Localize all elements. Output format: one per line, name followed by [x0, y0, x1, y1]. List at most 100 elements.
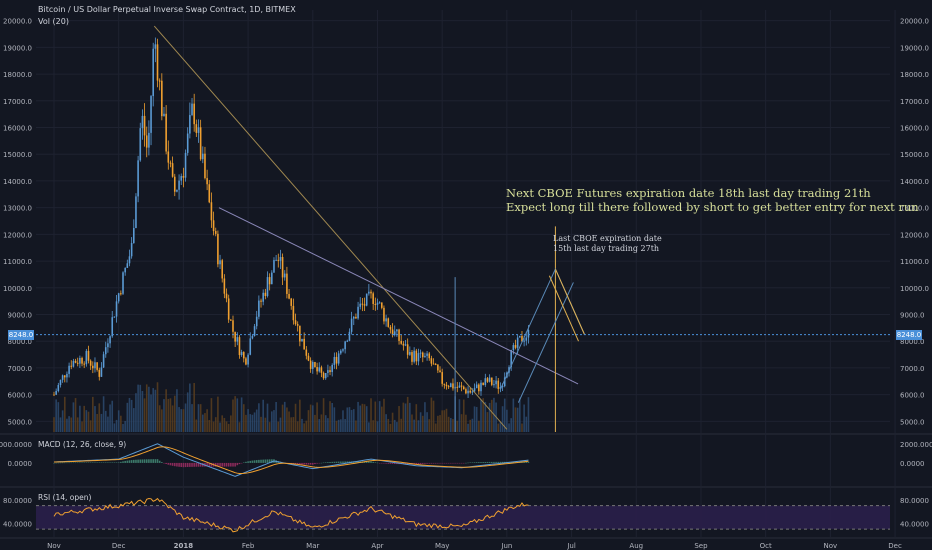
volume-bar	[63, 396, 66, 432]
macd-label[interactable]: MACD (12, 26, close, 9)	[38, 440, 127, 449]
candle-body	[493, 384, 495, 386]
macd-histogram-bar	[417, 462, 420, 465]
volume-bar	[240, 397, 243, 432]
x-tick-label: Apr	[371, 542, 383, 550]
y-tick-label-left: 12000.0	[3, 231, 32, 239]
y-tick-label-right: 18000.0	[900, 71, 929, 79]
volume-bar	[281, 404, 284, 432]
macd-histogram-bar	[478, 462, 480, 463]
annotation-next-cboe[interactable]: Next CBOE Futures expiration date 18th l…	[506, 186, 919, 214]
macd-histogram-bar	[523, 461, 525, 463]
candle-body	[355, 316, 357, 319]
candle-body	[264, 292, 267, 296]
volume-bar	[137, 384, 139, 432]
macd-histogram-bar	[191, 462, 193, 467]
candle-body	[467, 390, 469, 394]
candle-body	[76, 362, 79, 364]
axes: 5000.0 5000.0 6000.0 6000.0 7000.0 7000.0 8000…	[0, 18, 932, 550]
macd-histogram-bar	[124, 460, 126, 463]
candle-body	[430, 358, 433, 364]
macd-histogram-bar	[342, 461, 344, 463]
candle-body	[488, 377, 491, 382]
rsi-label[interactable]: RSI (14, open)	[38, 493, 92, 502]
volume-bar	[340, 419, 342, 432]
candle-body	[288, 293, 290, 299]
candle-body	[167, 151, 170, 163]
macd-histogram-bar	[357, 461, 359, 463]
volume-bar	[197, 404, 200, 432]
macd-histogram-bar	[454, 462, 456, 464]
y-tick-label-left: 19000.0	[3, 44, 32, 52]
macd-histogram-bar	[242, 462, 245, 463]
macd-histogram-bar	[344, 461, 346, 463]
volume-bar	[450, 418, 452, 432]
macd-histogram-bar	[109, 462, 111, 463]
candle-body	[199, 127, 202, 160]
candle-body	[402, 343, 405, 346]
macd-tick-left: 0.0000	[8, 460, 33, 468]
volume-bar	[462, 399, 465, 432]
candle-body	[301, 338, 303, 342]
volume-bar	[400, 418, 403, 432]
volume-bar	[55, 399, 57, 432]
volume-bar	[204, 413, 206, 432]
volume-bar	[447, 416, 450, 432]
macd-histogram-bar	[268, 459, 271, 463]
volume-bar	[368, 422, 370, 432]
macd-histogram-bar	[143, 459, 146, 463]
volume-bar	[208, 420, 211, 432]
candle-body	[178, 180, 180, 190]
candle-body	[221, 260, 224, 279]
candle-body	[202, 153, 204, 160]
macd-histogram-bar	[389, 462, 392, 464]
candle-body	[128, 256, 131, 264]
candle-body	[434, 363, 437, 365]
candle-body	[87, 350, 90, 361]
volume-label[interactable]: Vol (20)	[38, 17, 69, 26]
macd-histogram-bar	[141, 459, 144, 463]
volume-bar	[441, 410, 443, 432]
candle-body	[242, 352, 245, 359]
candle-body	[404, 344, 407, 346]
volume-bar	[189, 383, 191, 432]
volume-bar	[303, 423, 305, 432]
volume-bar	[499, 421, 502, 432]
volume-bar	[419, 412, 422, 432]
candle-body	[227, 298, 230, 320]
macd-histogram-bar	[113, 462, 116, 463]
macd-histogram-bar	[111, 462, 114, 463]
rsi-tick-right: 40.0000	[900, 520, 929, 528]
candle-body	[327, 370, 329, 374]
macd-histogram-bar	[264, 459, 267, 463]
candle-body	[169, 162, 172, 164]
candle-body	[83, 363, 85, 365]
candle-body	[271, 272, 273, 285]
candle-body	[182, 176, 185, 178]
macd-histogram-bar	[193, 462, 195, 467]
volume-bar	[320, 414, 323, 432]
macd-signal-line	[53, 446, 529, 475]
candle-body	[240, 352, 243, 356]
candle-body	[320, 367, 323, 373]
candle-body	[331, 364, 333, 373]
volume-bar	[253, 412, 256, 432]
macd-histogram-bar	[135, 459, 137, 463]
macd-histogram-bar	[365, 461, 368, 463]
macd-histogram-bar	[152, 459, 155, 463]
candle-body	[98, 369, 101, 377]
candle-body	[501, 386, 504, 388]
candle-body	[333, 356, 336, 365]
volume-bar	[161, 409, 163, 432]
annotation-last-cboe[interactable]: Last CBOE expiration date 15th last day …	[553, 234, 662, 254]
macd-histogram-bar	[232, 462, 234, 467]
candle-body	[173, 176, 176, 192]
chart-title[interactable]: Bitcoin / US Dollar Perpetual Inverse Sw…	[38, 5, 296, 14]
candle-body	[393, 331, 396, 336]
candle-body	[452, 383, 454, 389]
candle-body	[59, 379, 62, 386]
volume-bar	[465, 414, 467, 432]
volume-bar	[329, 401, 331, 432]
macd-histogram-bar	[458, 462, 461, 464]
volume-bar	[59, 417, 62, 432]
